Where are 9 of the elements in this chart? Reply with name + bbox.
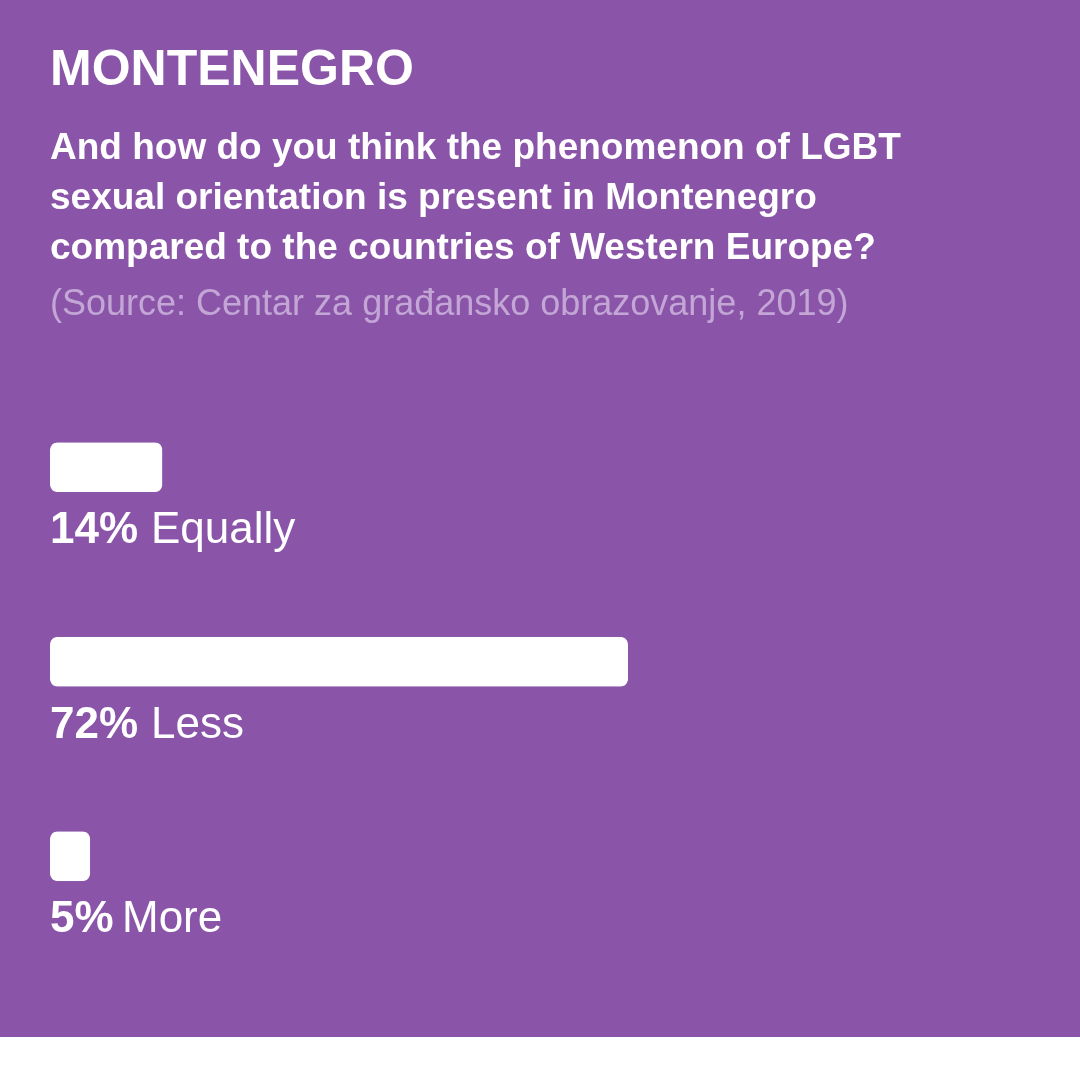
data-label: 72% [50,697,139,747]
chart-subtitle: And how do you think the phenomenon of LGBT sexual orientation is present in Montenegro compared to the countries of Western Europe? [50,126,902,267]
y-tick-label: Equally [151,503,296,553]
data-label: 5% [50,892,114,942]
y-tick-label: Less [151,697,244,747]
chart-title: MONTENEGRO [50,40,414,96]
y-tick-label: More [122,892,223,942]
text: (Source: Centar za građansko obrazovanje, 2019) [50,282,849,323]
data-label: 14% [50,503,139,553]
